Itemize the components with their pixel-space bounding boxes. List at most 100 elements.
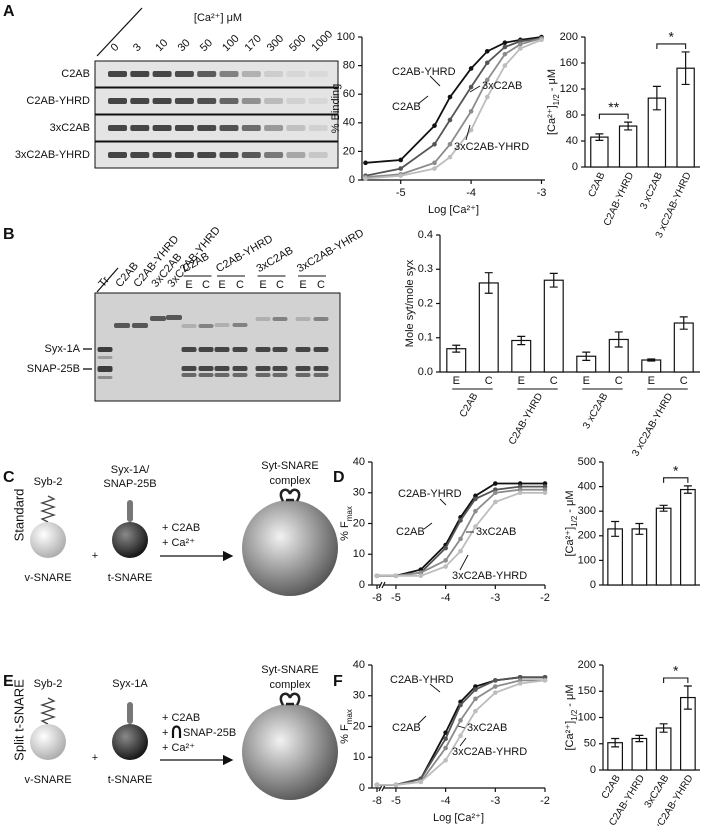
y-tick-label: 40 [566, 135, 578, 147]
band [232, 373, 248, 377]
axis-label: Log [Ca²⁺] [433, 812, 484, 824]
band [219, 71, 239, 77]
leader [459, 737, 467, 747]
band [255, 317, 271, 321]
band [232, 323, 248, 327]
fraction-label: C [202, 279, 210, 291]
leader [417, 95, 429, 105]
concentration-label: 3 [131, 41, 144, 54]
knot [279, 692, 301, 706]
row-label: C2AB [61, 68, 90, 80]
bar [618, 125, 638, 168]
band [219, 152, 239, 158]
concentration-label: 300 [265, 33, 286, 54]
band [197, 152, 217, 158]
band [152, 98, 172, 104]
data-point [418, 779, 424, 785]
concentration-label: 10 [153, 37, 170, 54]
y-tick-label: 120 [560, 83, 578, 95]
protein-label: SNAP-25B [103, 478, 156, 490]
significance-label: * [673, 463, 679, 479]
band [295, 317, 311, 321]
group-label: 3 xC2AB-YHRD [630, 391, 675, 458]
x-tick-label: -3 [537, 187, 547, 199]
y-tick-label: 0 [359, 782, 365, 794]
label-main: [Ca²⁺] [564, 721, 576, 751]
band [255, 366, 271, 371]
x-tick-label: -5 [391, 795, 401, 807]
data-point [502, 63, 508, 68]
group-label: 3 xC2AB [581, 391, 610, 431]
annotation: 3xC2AB [482, 80, 522, 92]
band [152, 71, 172, 77]
y-tick-label: 0.2 [418, 297, 433, 309]
fraction-label: E [259, 279, 266, 291]
band [308, 125, 328, 131]
concentration-label: 170 [242, 33, 263, 54]
panel-label: B [3, 226, 15, 243]
product-label: Syt-SNARE [261, 460, 318, 472]
fraction-label: C [236, 279, 244, 291]
group-label: C2AB-YHRD [507, 391, 545, 447]
error-bar [683, 685, 692, 710]
y-tick-label: 30 [353, 690, 365, 702]
annotation: C2AB [392, 722, 421, 734]
data-point [473, 496, 478, 502]
data-point [393, 782, 399, 788]
vesicle [30, 724, 66, 760]
band [197, 71, 217, 77]
data-point [493, 499, 498, 505]
x-tick-label: E [518, 375, 525, 387]
data-point [398, 157, 404, 163]
annotation: 3xC2AB-YHRD [452, 570, 527, 582]
significance-bracket [598, 113, 629, 120]
label-main: [Ca²⁺] [546, 105, 558, 135]
plus: + [92, 752, 98, 764]
annotation: 3xC2AB [476, 526, 516, 538]
panel-label: F [333, 673, 343, 690]
gel-strip [94, 114, 339, 142]
annotation: C2AB-YHRD [390, 674, 454, 686]
error-bar [635, 522, 644, 535]
vesicle-label: v-SNARE [24, 774, 71, 786]
data-point [473, 696, 478, 702]
syntaxin [127, 500, 133, 522]
x-tick-label: E [453, 375, 460, 387]
complex [242, 500, 338, 596]
x-tick-label: C2AB [600, 773, 623, 801]
data-point [468, 66, 474, 71]
error-bar [659, 723, 668, 733]
data-point [458, 536, 463, 542]
addition: + Ca²⁺ [162, 742, 195, 754]
band [114, 323, 130, 328]
y-tick-label: 0.3 [418, 263, 433, 275]
concentration-label: 1000 [309, 28, 335, 54]
band [286, 71, 306, 77]
data-point [473, 687, 478, 692]
t-vesicle [112, 522, 148, 558]
data-point [398, 173, 404, 179]
leader [459, 554, 469, 571]
row-label: 3xC2AB-YHRD [15, 149, 90, 161]
concentration-label: 500 [287, 33, 308, 54]
x-tick-label: -4 [441, 592, 451, 604]
y-tick-label: 400 [578, 481, 596, 493]
panel-label: E [3, 673, 14, 690]
band [181, 324, 197, 328]
protein-label: Syb-2 [34, 678, 63, 690]
data-point [473, 508, 478, 514]
y-tick-label: 20 [353, 720, 365, 732]
vesicle-label: t-SNARE [108, 572, 153, 584]
significance-label: * [673, 663, 679, 679]
band [198, 366, 214, 371]
x-tick-label: E [583, 375, 590, 387]
significance-label: * [669, 29, 675, 45]
axis-label: % Fmax [339, 709, 354, 744]
error-bar [611, 520, 620, 537]
y-tick-label: 40 [353, 659, 365, 671]
band [308, 71, 328, 77]
label-sub: max [345, 709, 354, 724]
label-sub: 1/2 [552, 94, 561, 106]
x-tick-label: C [615, 375, 623, 387]
